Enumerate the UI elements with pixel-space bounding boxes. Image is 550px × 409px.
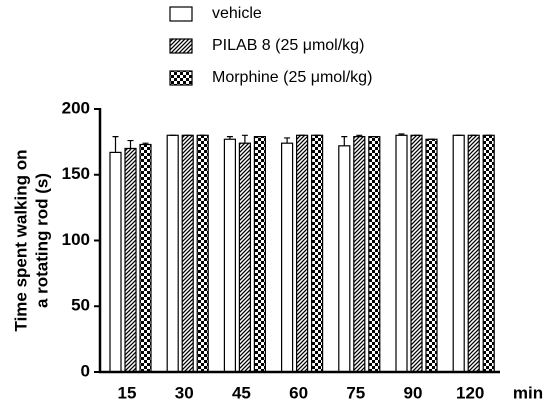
bar [395,134,408,373]
legend-label: Morphine (25 μmol/kg) [212,69,372,86]
x-tick-label: 120 [456,383,484,402]
y-tick-label: 100 [62,230,90,249]
legend-label: PILAB 8 (25 μmol/kg) [212,37,364,54]
x-tick-label: 90 [404,383,423,402]
error-bar [226,136,233,140]
bar [368,136,381,373]
error-bar [341,136,348,146]
y-axis-label: Time spent walking on [11,150,30,332]
bar [253,136,266,373]
bar [181,134,194,373]
y-tick-label: 50 [71,296,90,315]
bar [166,134,179,373]
bar [139,143,152,373]
bar [296,134,309,373]
x-tick-label: 60 [289,383,308,402]
y-tick-label: 150 [62,164,90,183]
bar [238,142,251,373]
bar [124,147,137,373]
bar [223,138,236,373]
bar [452,134,465,373]
error-bar [142,142,149,145]
legend-swatch [169,6,193,22]
y-tick-label: 200 [62,98,90,117]
bar [410,134,423,373]
bar [311,134,324,373]
bar [338,145,351,373]
x-tick-label: 15 [118,383,137,402]
bar [353,136,366,373]
error-bar [284,137,291,144]
x-tick-label: 30 [175,383,194,402]
bar [425,138,438,373]
legend-label: vehicle [212,5,262,22]
error-bar [112,136,119,153]
y-tick-label: 0 [81,361,90,380]
legend-swatch [169,70,193,86]
y-axis-label: a rotating rod (s) [32,173,51,308]
bar [467,134,480,373]
bar [281,142,294,373]
legend-swatch [169,38,193,54]
bar [196,134,209,373]
x-tick-label: 75 [346,383,365,402]
error-bar [356,134,363,137]
bar [109,151,122,373]
bar [482,134,495,373]
error-bar [398,133,405,136]
x-axis-label: min [513,383,543,402]
error-bar [127,139,134,149]
x-tick-label: 45 [232,383,251,402]
error-bar [241,134,248,144]
